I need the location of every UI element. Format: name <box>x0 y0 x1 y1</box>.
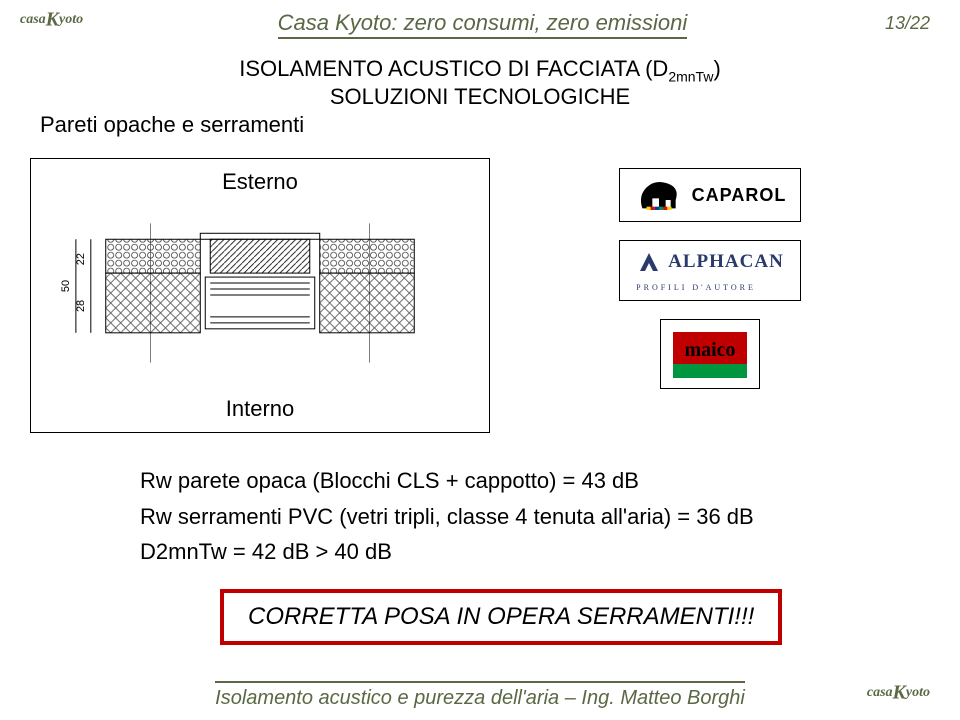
subtitle-block: ISOLAMENTO ACUSTICO DI FACCIATA (D2mnTw)… <box>0 56 960 110</box>
brand-column: CAPAROL ALPHACAN PROFILI D'AUTORE maico <box>490 158 930 433</box>
dim-28: 28 <box>75 300 87 312</box>
alphacan-text: ALPHACAN <box>668 251 784 273</box>
esterno-label: Esterno <box>51 169 469 195</box>
logo-right: casaKyoto <box>867 681 930 704</box>
corretta-text: CORRETTA POSA IN OPERA SERRAMENTI!!! <box>248 603 754 630</box>
result-line-2: Rw serramenti PVC (vetri tripli, classe … <box>140 499 960 534</box>
subtitle-line1: ISOLAMENTO ACUSTICO DI FACCIATA (D2mnTw) <box>0 56 960 84</box>
footer-text: Isolamento acustico e purezza dell'aria … <box>215 681 745 710</box>
header: casaKyoto Casa Kyoto: zero consumi, zero… <box>0 0 960 46</box>
caparol-text: CAPAROL <box>692 185 787 206</box>
maico-icon: maico <box>665 324 755 384</box>
footer: Isolamento acustico e purezza dell'aria … <box>0 681 960 710</box>
title-box: Casa Kyoto: zero consumi, zero emissioni <box>90 10 875 36</box>
logo-casa: casaKyoto <box>20 12 83 27</box>
result-line-3: D2mnTw = 42 dB > 40 dB <box>140 534 960 569</box>
alphacan-icon <box>636 249 662 275</box>
diagram-row: Esterno 22 50 28 <box>0 158 960 433</box>
interno-label: Interno <box>51 396 469 422</box>
dim-22: 22 <box>75 253 87 265</box>
results-block: Rw parete opaca (Blocchi CLS + cappotto)… <box>140 463 960 569</box>
maico-brand: maico <box>660 319 760 389</box>
alphacan-brand: ALPHACAN PROFILI D'AUTORE <box>619 240 801 301</box>
diagram-box: Esterno 22 50 28 <box>30 158 490 433</box>
result-line-1: Rw parete opaca (Blocchi CLS + cappotto)… <box>140 463 960 498</box>
page-number: 13/22 <box>875 13 940 34</box>
subtitle-line2: SOLUZIONI TECNOLOGICHE <box>0 84 960 110</box>
caparol-brand: CAPAROL <box>619 168 802 222</box>
page-title: Casa Kyoto: zero consumi, zero emissioni <box>278 10 688 39</box>
wall-section-diagram: 22 50 28 <box>51 203 469 383</box>
svg-text:maico: maico <box>684 339 735 361</box>
caparol-elephant-icon <box>634 175 684 215</box>
pareti-label: Pareti opache e serramenti <box>40 112 960 138</box>
corretta-box: CORRETTA POSA IN OPERA SERRAMENTI!!! <box>220 589 782 645</box>
alphacan-sub: PROFILI D'AUTORE <box>636 283 756 292</box>
dim-50: 50 <box>60 280 72 292</box>
logo-left: casaKyoto <box>20 8 90 38</box>
